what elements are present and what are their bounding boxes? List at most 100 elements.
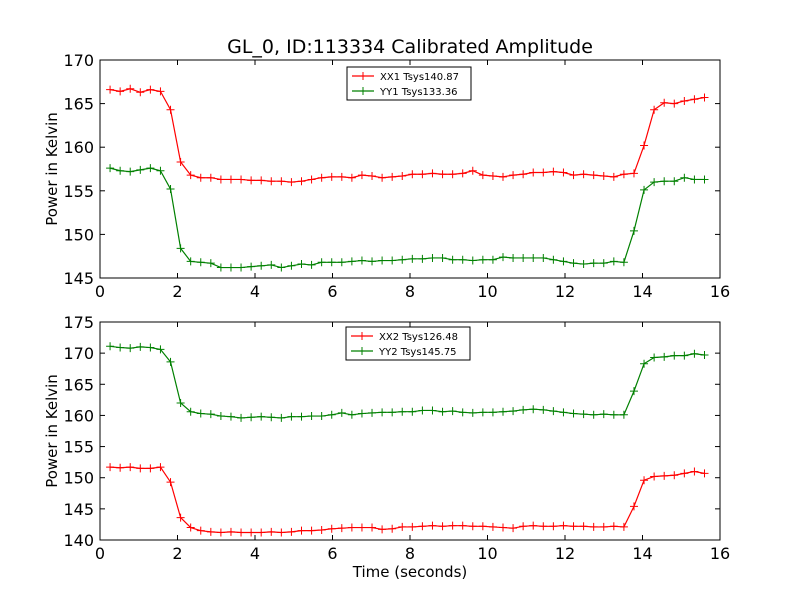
data-point [579, 170, 588, 179]
plot-area [106, 342, 709, 537]
data-point [579, 522, 588, 531]
data-point [539, 405, 548, 414]
data-point [599, 522, 608, 531]
y-tick-label: 145 [63, 269, 94, 288]
data-point [226, 175, 235, 184]
data-point [428, 253, 437, 262]
data-point [287, 261, 296, 270]
data-point [398, 255, 407, 264]
data-point [368, 257, 377, 266]
x-tick-label: 10 [477, 282, 497, 301]
data-point [468, 256, 477, 265]
data-point [700, 351, 709, 360]
x-axis-label: Time (seconds) [352, 563, 468, 581]
data-point [267, 260, 276, 269]
legend-label-1: XX2 Tsys126.48 [379, 332, 458, 343]
data-point [529, 521, 538, 530]
data-point [388, 524, 397, 533]
data-point [116, 343, 125, 352]
data-point [609, 410, 618, 419]
data-point [690, 95, 699, 104]
data-point [629, 226, 638, 235]
legend-marker-2 [359, 87, 367, 95]
data-point [468, 522, 477, 531]
data-point [186, 257, 195, 266]
data-point [156, 463, 165, 472]
data-point [418, 254, 427, 263]
data-point [458, 169, 467, 178]
data-point [670, 471, 679, 480]
data-point [166, 185, 175, 194]
data-point [478, 522, 487, 531]
data-point [660, 471, 669, 480]
data-point [519, 170, 528, 179]
y-tick-label: 165 [63, 95, 94, 114]
data-point [680, 173, 689, 182]
x-tick-label: 0 [95, 282, 105, 301]
legend-label-1: XX1 Tsys140.87 [380, 72, 459, 83]
data-point [166, 478, 175, 487]
data-point [539, 522, 548, 531]
data-point [206, 173, 215, 182]
data-point [378, 525, 387, 534]
y-tick-label: 175 [63, 313, 94, 332]
data-point [297, 526, 306, 535]
data-point [599, 171, 608, 180]
data-point [519, 253, 528, 262]
data-point [589, 171, 598, 180]
data-point [176, 513, 185, 522]
x-tick-label: 0 [95, 544, 105, 563]
data-point [650, 105, 659, 114]
data-point [398, 522, 407, 531]
data-point [156, 166, 165, 175]
data-point [186, 407, 195, 416]
data-point [579, 260, 588, 269]
data-point [519, 522, 528, 531]
x-tick-label: 8 [405, 544, 415, 563]
data-point [700, 93, 709, 102]
data-point [136, 165, 145, 174]
data-point [609, 522, 618, 531]
x-tick-label: 14 [632, 282, 652, 301]
subplot-1: 0 2 4 6 8 10 12 14 16 145 150 155 160 165 170 Power in … [43, 51, 730, 301]
data-point [297, 260, 306, 269]
data-point [196, 173, 205, 182]
plot-area [106, 84, 709, 272]
data-point [136, 88, 145, 97]
data-point [196, 526, 205, 535]
data-point [378, 173, 387, 182]
data-point [237, 263, 246, 272]
data-point [267, 413, 276, 422]
data-point [267, 177, 276, 186]
data-point [559, 257, 568, 266]
data-point [670, 177, 679, 186]
y-tick-label: 170 [63, 344, 94, 363]
data-point [216, 175, 225, 184]
x-tick-label: 4 [250, 282, 260, 301]
data-point [216, 263, 225, 272]
data-point [529, 405, 538, 414]
data-point [458, 521, 467, 530]
y-tick-label: 145 [63, 500, 94, 519]
data-point [408, 254, 417, 263]
data-point [468, 166, 477, 175]
data-point [357, 409, 366, 418]
data-point [660, 352, 669, 361]
data-point [337, 408, 346, 417]
data-point [126, 463, 135, 472]
data-point [549, 522, 558, 531]
data-point [216, 528, 225, 537]
data-point [226, 527, 235, 536]
data-point [166, 105, 175, 114]
y-axis-label: Power in Kelvin [43, 112, 61, 226]
data-point [247, 262, 256, 271]
data-point [619, 258, 628, 267]
x-tick-label: 12 [555, 282, 575, 301]
data-point [468, 408, 477, 417]
x-tick-label: 10 [477, 544, 497, 563]
data-point [488, 255, 497, 264]
data-point [337, 258, 346, 267]
data-point [216, 412, 225, 421]
